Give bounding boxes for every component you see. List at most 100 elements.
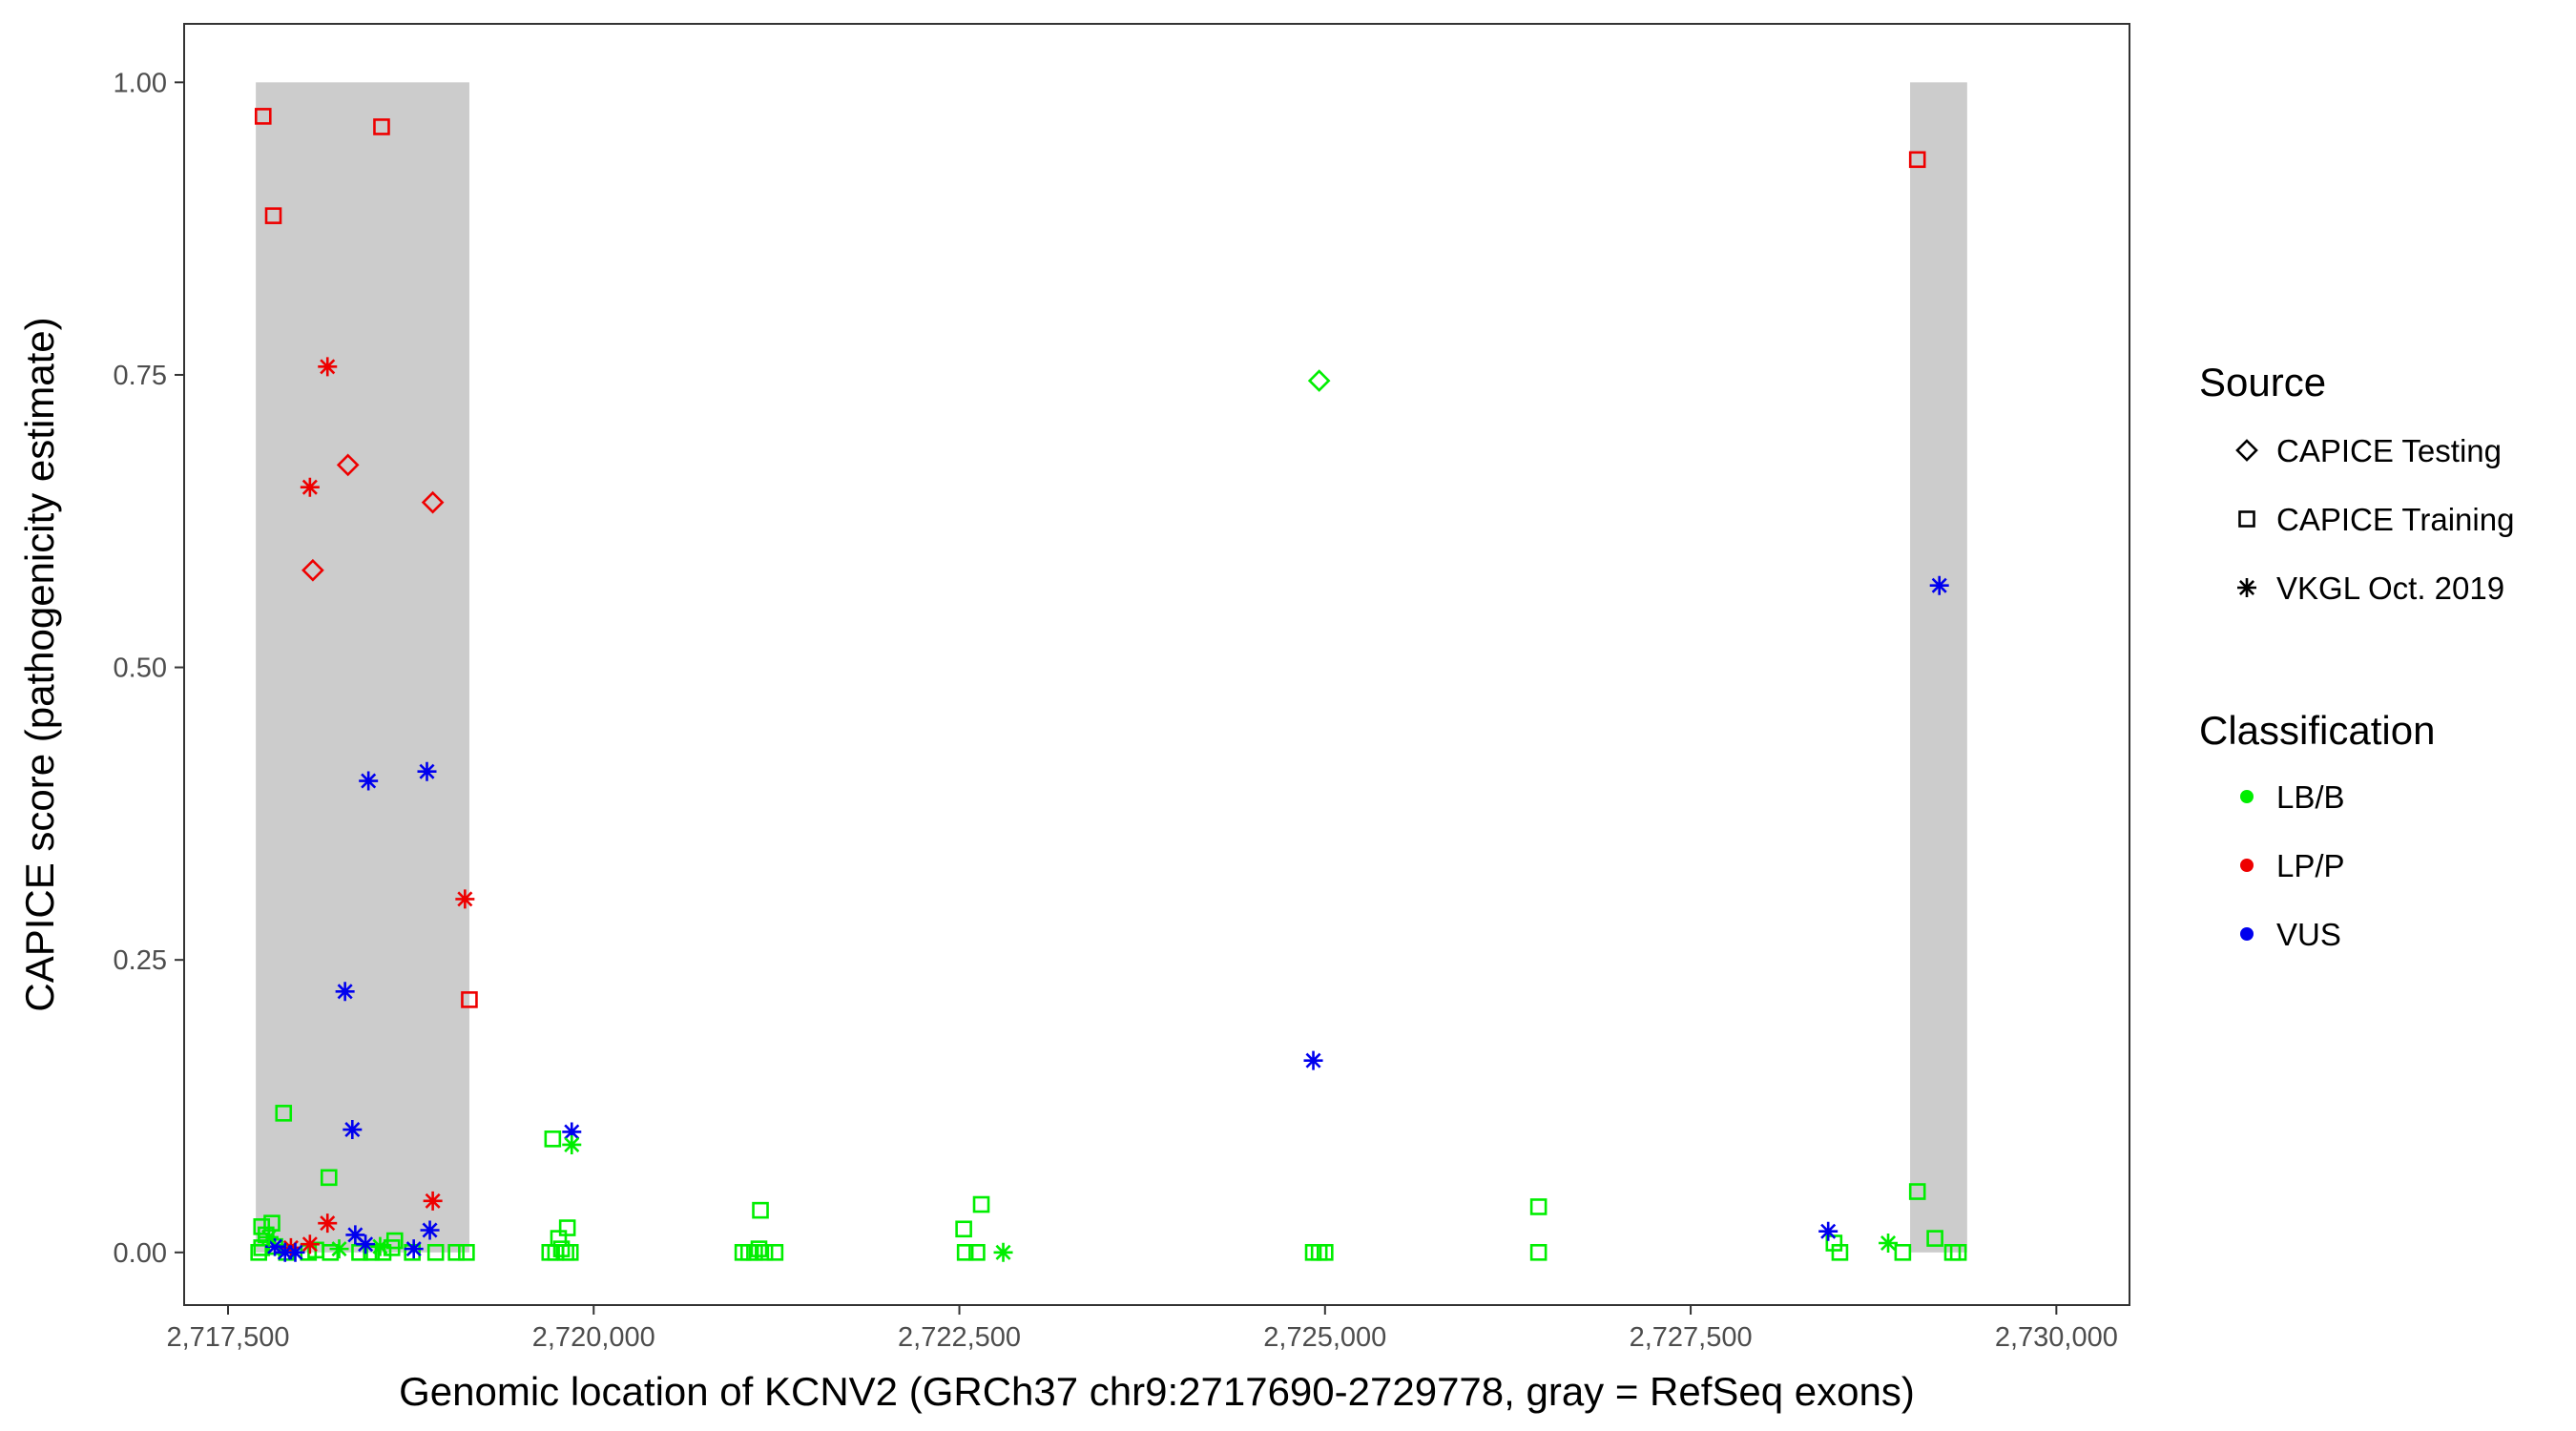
legend-key	[2237, 578, 2256, 597]
data-point	[263, 1214, 280, 1232]
data-point	[1949, 1244, 1967, 1261]
legend-label: CAPICE Training	[2276, 502, 2514, 537]
data-point	[447, 1244, 465, 1261]
data-point	[756, 1244, 774, 1261]
data-point	[1879, 1234, 1899, 1253]
data-point	[423, 1191, 443, 1211]
data-point	[561, 1244, 579, 1261]
y-tick-label: 0.00	[114, 1238, 167, 1269]
y-tick-label: 0.50	[114, 653, 167, 684]
x-tick-label: 2,722,500	[898, 1322, 1021, 1353]
data-point	[752, 1201, 769, 1219]
data-point	[253, 1218, 271, 1235]
legend-key	[2240, 927, 2254, 941]
data-point	[404, 1244, 421, 1261]
data-point	[275, 1105, 293, 1122]
data-point	[373, 118, 390, 135]
exon-regions	[256, 82, 1967, 1253]
data-point	[956, 1244, 974, 1261]
legend-classification-title: Classification	[2199, 708, 2435, 753]
data-point	[993, 1242, 1013, 1262]
x-tick-label: 2,725,000	[1263, 1322, 1386, 1353]
data-point	[562, 1122, 582, 1142]
data-point	[320, 1169, 338, 1187]
legend: Source Classification CAPICE Testing CAPI…	[2199, 360, 2514, 952]
data-point	[404, 1239, 424, 1259]
x-axis: 2,717,500 2,720,000 2,722,500 2,725,000 2,72…	[166, 1305, 2118, 1353]
x-axis-title: Genomic location of KCNV2 (GRCh37 chr9:2…	[399, 1369, 1915, 1414]
data-point	[1303, 1050, 1323, 1070]
x-tick-label: 2,727,500	[1630, 1322, 1753, 1353]
x-tick-label: 2,717,500	[166, 1322, 289, 1353]
y-tick-label: 0.25	[114, 945, 167, 976]
data-point	[275, 1242, 295, 1262]
data-point	[557, 1244, 574, 1261]
data-point	[336, 453, 360, 477]
data-point	[417, 761, 437, 781]
data-point	[746, 1244, 763, 1261]
data-point	[1529, 1244, 1548, 1261]
data-point	[461, 991, 478, 1008]
data-point	[552, 1240, 571, 1257]
data-point	[322, 1244, 340, 1261]
data-point	[766, 1244, 784, 1261]
data-point	[343, 1120, 363, 1140]
data-point	[972, 1195, 990, 1213]
data-point	[1908, 1183, 1926, 1200]
data-point	[370, 1236, 390, 1256]
data-point	[547, 1244, 565, 1261]
y-axis: 0.00 0.25 0.50 0.75 1.00	[114, 68, 184, 1269]
data-point	[1929, 575, 1949, 595]
data-point	[264, 207, 282, 224]
data-point	[420, 1220, 440, 1240]
legend-label: CAPICE Testing	[2276, 433, 2502, 468]
legend-key	[2240, 859, 2254, 872]
data-point	[1307, 369, 1331, 392]
data-point	[1908, 151, 1926, 169]
data-point	[300, 477, 320, 497]
data-point	[455, 889, 475, 909]
data-point	[426, 1244, 445, 1261]
data-point	[750, 1240, 768, 1257]
data-point	[1894, 1244, 1912, 1261]
data-point	[359, 771, 379, 791]
data-point	[968, 1244, 986, 1261]
legend-key	[2235, 439, 2258, 462]
x-tick-label: 2,720,000	[532, 1322, 655, 1353]
data-point	[265, 1236, 285, 1256]
legend-key	[2240, 790, 2254, 803]
data-point	[318, 357, 338, 377]
data-point	[301, 558, 324, 582]
legend-label: LP/P	[2276, 848, 2345, 883]
data-point	[250, 1244, 267, 1261]
data-point	[1926, 1230, 1943, 1247]
data-point	[1831, 1244, 1849, 1261]
data-point	[345, 1225, 365, 1245]
data-point	[1818, 1221, 1839, 1241]
data-point	[335, 982, 355, 1002]
data-point	[544, 1130, 562, 1148]
y-axis-title: CAPICE score (pathogenicity estimate)	[17, 317, 62, 1011]
data-point	[955, 1220, 972, 1238]
data-point	[259, 1227, 279, 1247]
data-points	[250, 108, 1967, 1262]
y-tick-label: 1.00	[114, 68, 167, 98]
data-point	[356, 1234, 376, 1255]
data-point	[254, 108, 272, 125]
data-point	[329, 1239, 349, 1259]
data-point	[1529, 1198, 1548, 1215]
data-point	[318, 1213, 338, 1234]
data-point	[562, 1134, 582, 1154]
x-tick-label: 2,730,000	[1995, 1322, 2118, 1353]
legend-label: VKGL Oct. 2019	[2276, 570, 2504, 606]
legend-key	[2238, 510, 2255, 528]
plot-panel-border	[183, 23, 2130, 1306]
data-point	[558, 1219, 576, 1236]
legend-source-title: Source	[2199, 360, 2326, 404]
exon-region	[1910, 82, 1967, 1253]
data-point	[739, 1244, 758, 1261]
data-point	[550, 1230, 568, 1247]
data-point	[421, 490, 445, 514]
data-point	[458, 1244, 475, 1261]
